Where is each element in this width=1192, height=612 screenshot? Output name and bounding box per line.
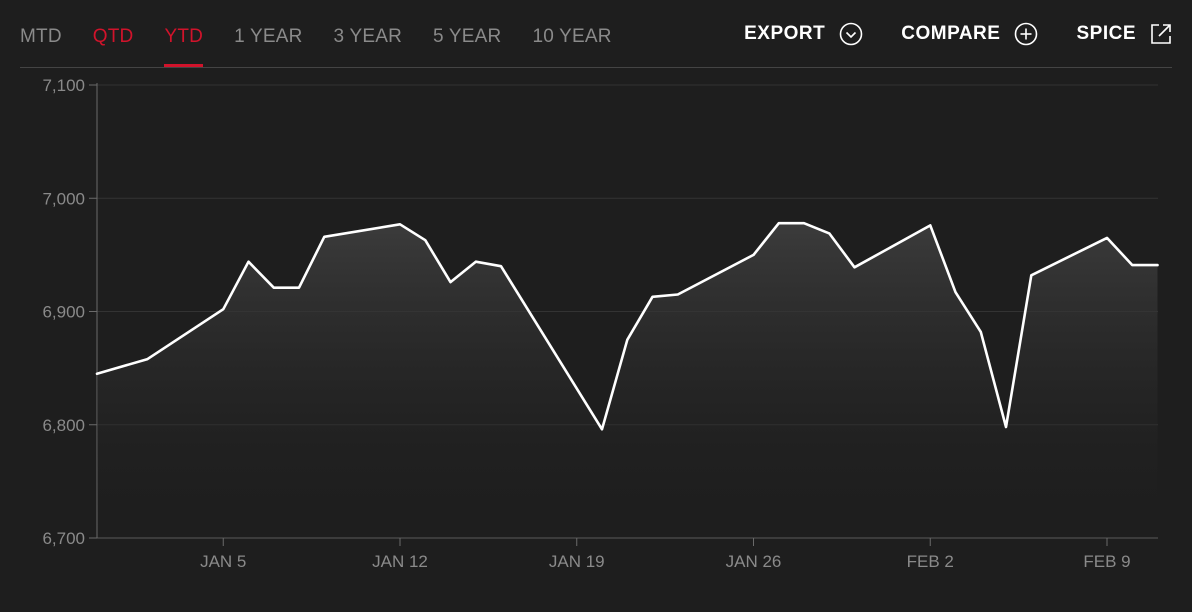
tab-ytd[interactable]: YTD — [164, 26, 203, 67]
x-tick-label: JAN 12 — [372, 552, 428, 571]
compare-label: COMPARE — [901, 23, 1001, 44]
tab-1-year[interactable]: 1 YEAR — [234, 26, 303, 47]
range-tabs: MTD QTD YTD 1 YEAR 3 YEAR 5 YEAR 10 YEAR — [20, 26, 643, 67]
toolbar-actions: EXPORT COMPARE SPICE — [706, 22, 1172, 46]
series-line — [95, 221, 1159, 431]
tab-5-year[interactable]: 5 YEAR — [433, 26, 502, 47]
external-link-icon — [1151, 24, 1171, 44]
compare-button[interactable]: COMPARE — [901, 22, 1038, 46]
tab-3-year[interactable]: 3 YEAR — [333, 26, 402, 47]
x-tick-label: FEB 2 — [907, 552, 954, 571]
y-tick-label: 6,800 — [42, 416, 85, 435]
export-button[interactable]: EXPORT — [744, 22, 863, 46]
y-tick-label: 7,100 — [42, 76, 85, 95]
series-area — [97, 223, 1158, 538]
x-tick-label: JAN 19 — [549, 552, 605, 571]
chart-toolbar: MTD QTD YTD 1 YEAR 3 YEAR 5 YEAR 10 YEAR… — [0, 0, 1192, 68]
tab-mtd[interactable]: MTD — [20, 26, 62, 47]
tab-10-year[interactable]: 10 YEAR — [532, 26, 612, 47]
y-tick-label: 7,000 — [42, 189, 85, 208]
x-tick-label: FEB 9 — [1083, 552, 1130, 571]
y-tick-label: 6,900 — [42, 303, 85, 322]
spice-label: SPICE — [1076, 23, 1136, 44]
x-tick-label: JAN 26 — [726, 552, 782, 571]
spice-button[interactable]: SPICE — [1076, 23, 1172, 45]
toolbar-divider — [20, 67, 1172, 68]
tab-qtd[interactable]: QTD — [92, 26, 134, 47]
export-label: EXPORT — [744, 23, 826, 44]
plus-circle-icon — [1015, 22, 1038, 46]
y-tick-label: 6,700 — [42, 529, 85, 548]
chevron-down-circle-icon — [839, 22, 863, 46]
x-tick-label: JAN 5 — [200, 552, 246, 571]
